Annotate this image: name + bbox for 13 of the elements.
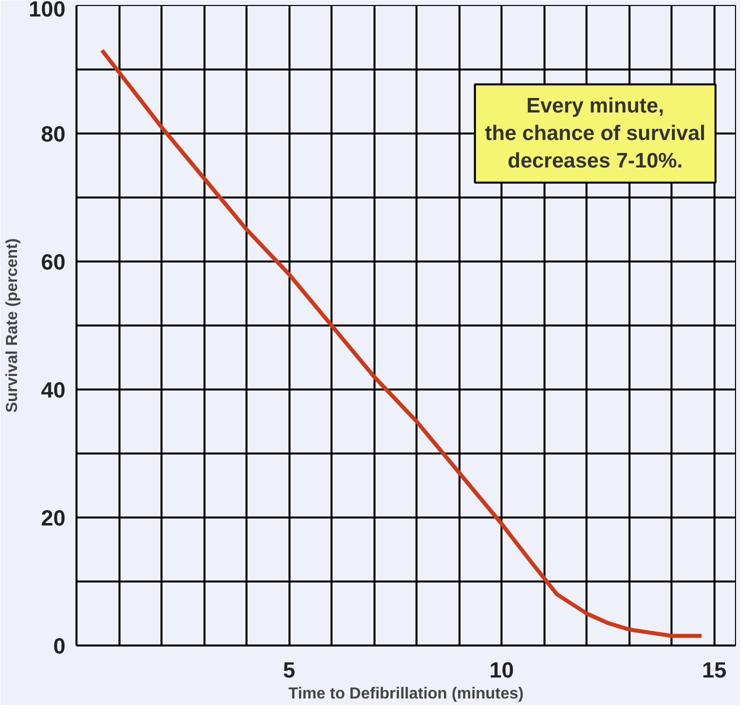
y-tick-label: 80: [41, 122, 66, 146]
y-tick-label: 60: [41, 250, 66, 274]
x-tick-label: 10: [489, 658, 514, 682]
y-tick-label: 0: [53, 634, 66, 658]
x-axis-title: Time to Defibrillation (minutes): [288, 686, 524, 702]
x-tick-label: 5: [282, 658, 296, 682]
y-tick-label: 20: [41, 506, 66, 530]
y-axis-title: Survival Rate (percent): [4, 238, 21, 413]
line-series: [100, 48, 704, 638]
x-tick-label: 15: [702, 658, 726, 682]
y-tick-label: 100: [28, 0, 66, 22]
y-tick-label: 40: [41, 378, 66, 402]
annotation: Every minute, the chance of survival decreases 7-10%.: [484, 94, 706, 173]
